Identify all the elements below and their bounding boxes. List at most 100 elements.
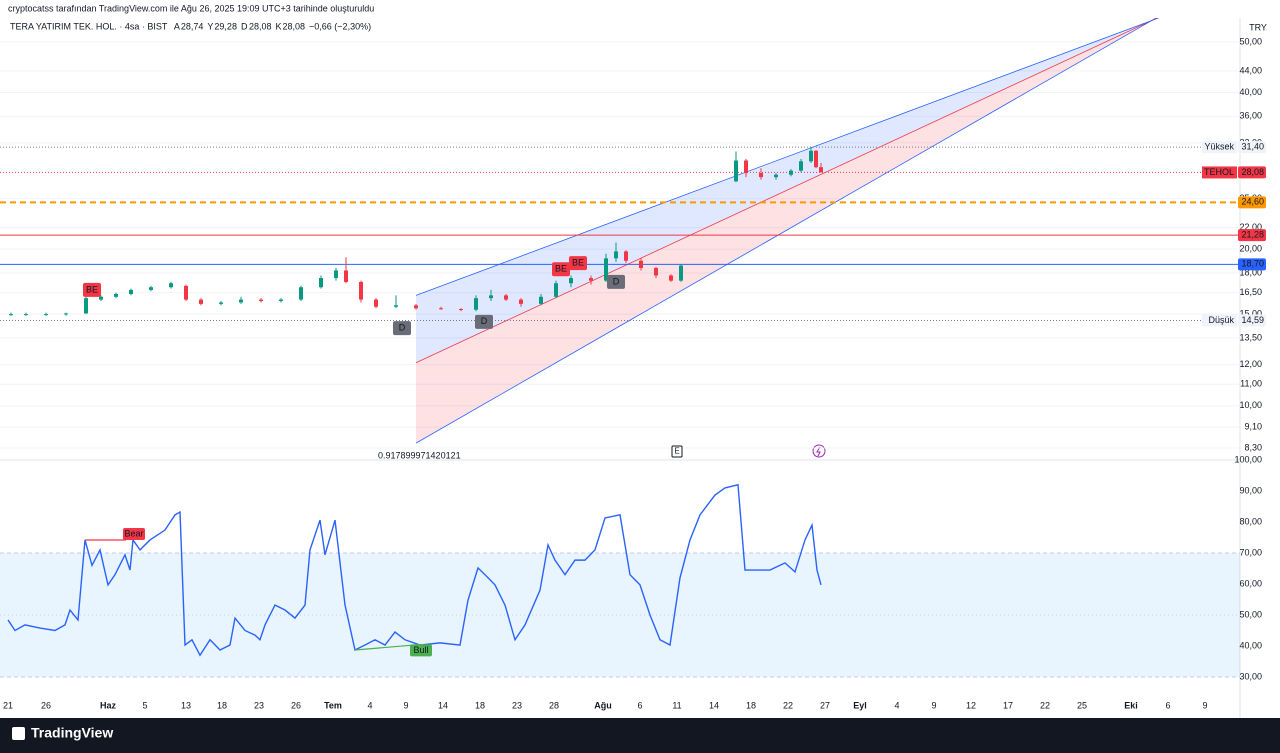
x-tick-label: 4: [367, 700, 372, 710]
brand: TradingView: [31, 725, 113, 741]
candle-body: [414, 305, 418, 309]
marker: [83, 282, 101, 297]
candle-body: [299, 287, 303, 300]
marker: [552, 262, 570, 277]
candle-body: [319, 278, 323, 288]
x-tick-label: 11: [672, 700, 681, 710]
candle-body: [759, 173, 763, 178]
y-tick-label: 90,00: [1239, 485, 1262, 495]
x-tick-label: 17: [1003, 700, 1013, 710]
divergence-label: Bear: [124, 528, 143, 538]
candle-body: [84, 298, 88, 314]
x-tick-label: 26: [291, 700, 301, 710]
x-tick-label: 27: [820, 700, 830, 710]
candle-body: [789, 170, 793, 175]
x-tick-label: 18: [475, 700, 485, 710]
level-name-box: [1202, 314, 1237, 327]
ohlc-value: 29,28: [214, 21, 237, 31]
candle-body: [149, 287, 153, 290]
level-label: 18,70: [1241, 259, 1264, 269]
y-tick-label: 50,00: [1239, 609, 1262, 619]
level-box: [1238, 314, 1266, 327]
y-tick-label: 80,00: [1239, 516, 1262, 526]
rsi-line: [7, 483, 822, 657]
x-tick-label: 28: [549, 700, 559, 710]
candle-body: [604, 258, 608, 281]
y-tick-label: 10,00: [1239, 400, 1262, 410]
level-name: TEHOL: [1204, 167, 1234, 177]
level-name: Düşük: [1208, 315, 1234, 325]
x-tick-label: 13: [181, 700, 191, 710]
level-box: [1238, 229, 1266, 242]
x-tick-label: 18: [746, 700, 756, 710]
lightning-icon[interactable]: [812, 444, 826, 458]
y-tick-label: 13,50: [1239, 332, 1262, 342]
ohlc-value: 28,74: [181, 21, 204, 31]
candle-body: [474, 298, 478, 310]
candle-body: [654, 267, 658, 276]
x-tick-label: 26: [41, 700, 51, 710]
x-tick-label: 9: [931, 700, 936, 710]
marker-label: BE: [572, 258, 584, 268]
y-tick-label: 30,00: [1239, 671, 1262, 681]
candle-body: [459, 308, 463, 310]
marker-label: D: [481, 316, 488, 326]
level-name: Yüksek: [1204, 142, 1234, 152]
price-pane: BE BE BE D D D: [0, 18, 1240, 449]
marker: [475, 314, 493, 329]
divergence-label: Bull: [413, 645, 428, 655]
y-tick-label: 11,00: [1240, 379, 1262, 389]
ohlc-value: 28,08: [283, 21, 306, 31]
candle-body: [9, 314, 13, 316]
marker-label: D: [613, 276, 620, 286]
candle-body: [744, 160, 748, 174]
y-tick-label: 40,00: [1239, 640, 1262, 650]
candle-body: [239, 299, 243, 303]
candle-body: [64, 313, 68, 315]
candle-body: [679, 265, 683, 281]
y-tick-label: 18,00: [1239, 267, 1262, 277]
logo-icon: [12, 727, 25, 740]
candle-body: [129, 289, 133, 295]
candle-body: [614, 251, 618, 259]
channel-line: [415, 18, 1160, 296]
divergence-box: [410, 644, 432, 657]
candle-body: [669, 275, 673, 281]
candle-body: [819, 167, 823, 173]
x-tick-label: Ağu: [594, 700, 612, 710]
candle-body: [569, 278, 573, 284]
y-tick-label: 20,00: [1239, 244, 1262, 254]
level-label: 14,59: [1241, 315, 1264, 325]
event-label: E: [674, 447, 679, 456]
candle-body: [639, 260, 643, 268]
candle-body: [99, 296, 103, 300]
candle-body: [814, 150, 818, 168]
candle-body: [439, 308, 443, 310]
ohlc-key: D: [241, 21, 248, 31]
divergence-box: [123, 527, 145, 540]
channel-label: 0.917899971420121: [378, 450, 461, 460]
x-tick-label: 25: [1077, 700, 1087, 710]
x-tick-label: 23: [254, 700, 264, 710]
x-tick-label: 6: [1165, 700, 1170, 710]
level-box: [1238, 196, 1266, 209]
y-tick-label: 60,00: [1239, 578, 1262, 588]
level-box: [1238, 141, 1266, 154]
x-tick-label: 21: [3, 700, 13, 710]
x-tick-label: 18: [217, 700, 227, 710]
candle-body: [589, 278, 593, 281]
candle-body: [359, 281, 363, 300]
ohlc-value: 28,08: [249, 21, 272, 31]
candle-body: [519, 299, 523, 304]
marker: [569, 256, 587, 271]
footer: [0, 718, 1280, 753]
symbol: TERA YATIRIM TEK. HOL. · 4sa · BIST: [10, 21, 168, 31]
ohlc-key: Y: [207, 21, 213, 31]
divergence-line: [354, 643, 422, 651]
level-label: 24,60: [1241, 197, 1264, 207]
x-tick-label: 9: [1202, 700, 1207, 710]
y-tick-label: 50,00: [1239, 36, 1262, 46]
candle-body: [504, 295, 508, 300]
level-label: 21,28: [1241, 229, 1264, 239]
